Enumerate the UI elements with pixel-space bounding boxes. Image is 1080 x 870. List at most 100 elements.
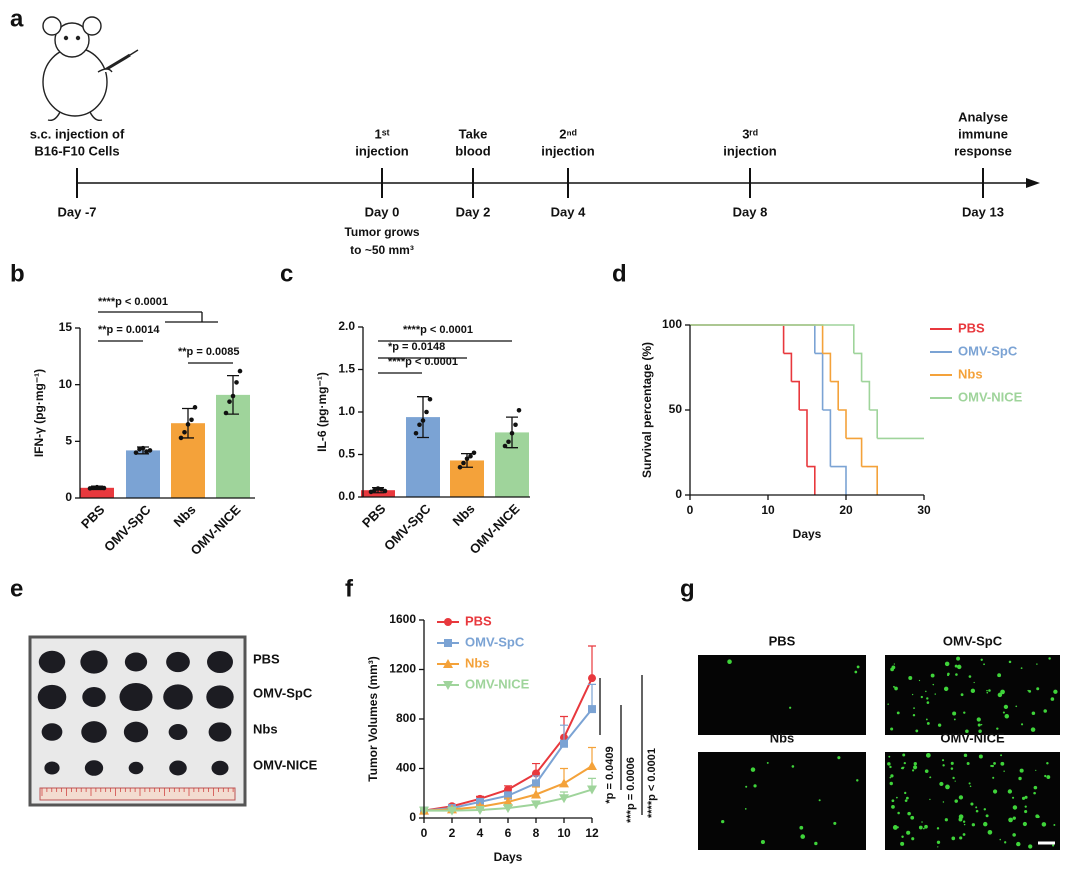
y-tick-label: 100 [662,317,682,331]
fluorescence-image [698,752,866,850]
image-label: PBS [769,633,796,648]
data-point [87,486,93,491]
fluorescence-speck [962,820,966,823]
fluorescence-image [698,655,866,735]
fluorescence-speck [1043,709,1047,713]
row-label: Nbs [253,721,278,736]
fluorescence-speck [908,676,913,680]
x-tick-label: PBS [359,501,389,531]
fluorescence-speck [893,663,895,665]
fluorescence-speck [753,784,757,788]
legend-marker [444,639,452,647]
significance-label: ***p = 0.0006 [625,757,637,823]
data-point [587,785,597,795]
fluorescence-speck [789,706,792,709]
data-point [587,761,597,771]
fluorescence-speck [968,675,972,678]
fluorescence-speck [954,664,958,668]
fluorescence-speck [727,659,732,664]
data-point [91,485,96,491]
fluorescence-speck [913,707,915,709]
fluorescence-speck [975,809,979,813]
fluorescence-image [885,752,1060,850]
fluorescence-speck [980,723,983,726]
x-tick-label: 0 [687,503,694,517]
fluorescence-speck [937,723,942,727]
tumor [81,721,107,743]
y-tick-label: 400 [396,761,416,775]
data-point [560,739,568,748]
fluorescence-speck [924,824,928,829]
data-point [420,418,426,423]
data-point [559,778,569,788]
y-tick-label: 0.5 [338,447,355,461]
fluorescence-speck [992,789,998,794]
survival-step [861,380,871,410]
data-point [503,796,513,806]
data-point [531,789,541,799]
fluorescence-speck [1053,689,1058,694]
data-point [588,674,596,683]
tumor [166,651,190,673]
tumor [38,650,66,674]
x-tick-label: 6 [505,826,512,840]
fluorescence-speck [721,819,725,824]
fluorescence-speck [889,776,892,779]
fluorescence-speck [1046,761,1049,765]
fluorescence-speck [1044,774,1047,778]
fluorescence-speck [744,808,747,810]
y-tick-label: 1600 [389,612,416,626]
data-point [502,443,508,449]
fluorescence-speck [932,683,935,686]
legend-label: PBS [958,320,985,335]
timeline-event: 1ˢᵗ [375,126,390,141]
fluorescence-speck [1000,754,1003,757]
data-point [461,460,466,466]
survival-step [830,465,847,495]
fluorescence-speck [1052,844,1055,847]
fluorescence-speck [1053,823,1056,826]
error-bar [588,683,596,710]
row-label: OMV-NICE [253,757,318,772]
data-point [379,487,384,492]
fluorescence-speck [1020,667,1023,670]
fluorescence-speck [1012,805,1018,810]
fluorescence-speck [993,762,996,765]
legend-label: OMV-NICE [958,389,1023,404]
fluorescence-speck [936,827,940,830]
fluorescence-speck [952,776,955,780]
x-tick-label: 30 [917,503,931,517]
fluorescence-speck [959,836,963,840]
fluorescence-speck [920,695,923,699]
y-tick-label: 1.5 [338,362,355,376]
data-point [413,430,419,436]
data-point [559,794,569,804]
significance-label: ****p < 0.0001 [388,356,458,368]
fluorescence-speck [856,779,859,782]
timeline-note: Tumor grows [344,225,419,239]
fluorescence-speck [1028,689,1032,693]
fluorescence-speck [897,811,900,815]
fluorescence-speck [963,711,966,714]
data-point [475,805,485,815]
fluorescence-speck [996,727,999,730]
tumor [37,684,67,710]
data-point [189,417,194,423]
fluorescence-speck [925,690,927,693]
data-point [223,410,229,416]
fluorescence-speck [891,665,896,670]
y-tick-label: 800 [396,711,416,725]
legend-label: Nbs [465,655,490,670]
data-point [147,448,153,453]
fluorescence-speck [921,821,923,823]
image-label: Nbs [770,730,795,745]
data-point [506,439,511,445]
tumor [168,724,188,740]
significance-label: *p = 0.0148 [388,341,445,353]
y-axis-label: IFN-γ (pg·mg⁻¹) [32,369,46,457]
tumor [163,684,193,710]
data-point [237,368,243,374]
fluorescence-speck [1018,776,1022,781]
ruler [39,787,236,801]
tumor [84,760,104,776]
